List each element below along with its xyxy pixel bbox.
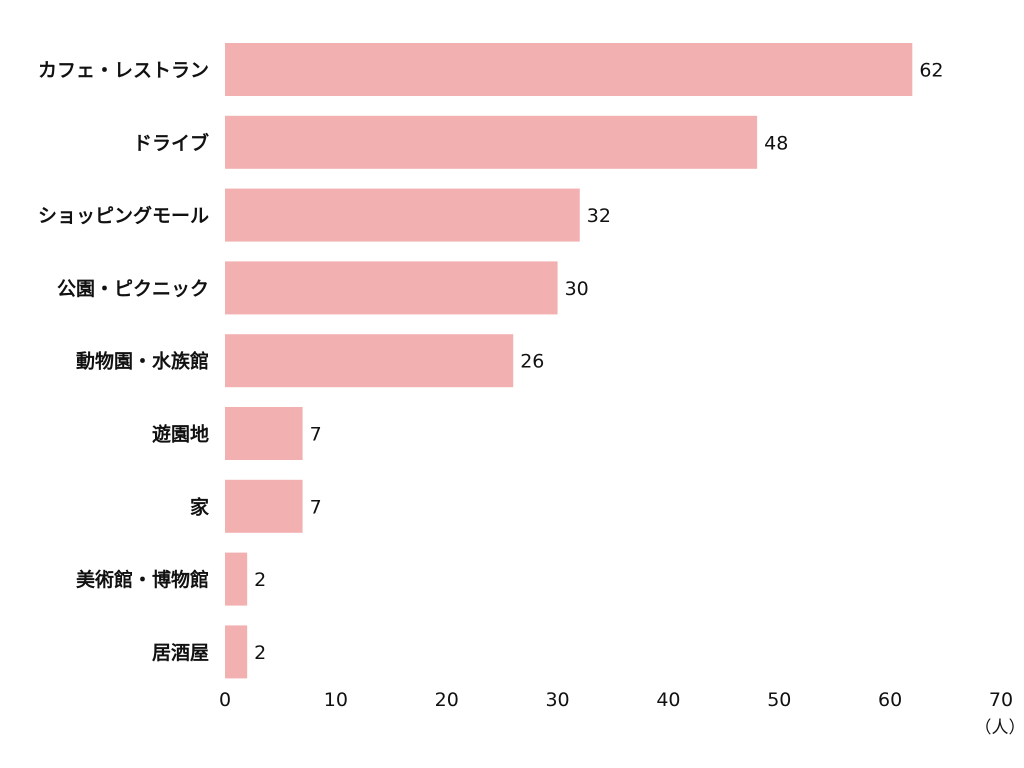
bar-0: [225, 43, 913, 96]
category-label-5: 遊園地: [152, 423, 209, 446]
bar-1: [225, 115, 758, 169]
x-tick-label-6: 60: [878, 689, 902, 711]
value-label-3: 30: [565, 278, 589, 300]
bar-7: [225, 552, 248, 606]
value-label-0: 62: [919, 60, 943, 82]
x-tick-label-7: 70: [989, 689, 1013, 711]
value-label-6: 7: [310, 496, 322, 518]
x-tick-label-4: 40: [656, 689, 680, 711]
category-label-7: 美術館・博物館: [76, 568, 209, 591]
category-label-3: 公園・ピクニック: [57, 278, 209, 300]
x-tick-label-0: 0: [219, 689, 231, 711]
category-label-2: ショッピングモール: [38, 204, 209, 227]
value-label-1: 48: [764, 132, 788, 154]
value-label-8: 2: [254, 642, 266, 664]
x-axis-ticks: 0 10 20 30 40 50 60 70: [219, 689, 1013, 711]
bar-6: [225, 479, 303, 533]
category-label-4: 動物園・水族館: [76, 350, 209, 373]
x-tick-label-2: 20: [435, 689, 459, 711]
x-tick-label-1: 10: [324, 689, 348, 711]
x-tick-label-5: 50: [767, 689, 791, 711]
value-label-7: 2: [254, 569, 266, 591]
bar-5: [225, 407, 303, 460]
category-labels: カフェ・レストランドライブショッピングモール公園・ピクニック動物園・水族館遊園地…: [38, 60, 210, 664]
bar-2: [225, 188, 580, 242]
category-label-6: 家: [190, 495, 210, 518]
value-label-5: 7: [310, 424, 322, 446]
value-label-4: 26: [520, 351, 544, 373]
bar-3: [225, 261, 558, 315]
category-label-1: ドライブ: [133, 131, 209, 154]
bar-8: [225, 625, 248, 679]
category-label-0: カフェ・レストラン: [38, 60, 209, 82]
category-label-8: 居酒屋: [152, 642, 209, 664]
value-labels: 62 48 32 30 26 7 7 2 2: [254, 60, 943, 664]
x-tick-label-3: 30: [545, 689, 569, 711]
x-axis-unit-label: （人）: [975, 718, 1024, 738]
bar-4: [225, 334, 514, 388]
value-label-2: 32: [587, 205, 611, 227]
bars-group: [225, 43, 913, 679]
